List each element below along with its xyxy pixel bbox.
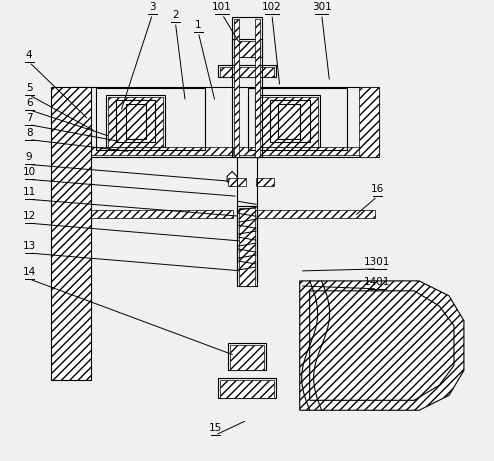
Text: 7: 7 [26, 112, 33, 123]
Polygon shape [51, 87, 91, 380]
Bar [234, 41, 260, 57]
Bar [228, 178, 246, 186]
Bar [237, 210, 375, 218]
Bar [235, 87, 379, 157]
Bar [255, 19, 260, 157]
Text: 15: 15 [208, 423, 222, 433]
Bar [106, 95, 165, 147]
Bar [125, 104, 146, 139]
Text: 1: 1 [195, 20, 202, 30]
Text: 4: 4 [26, 50, 33, 60]
Text: 16: 16 [370, 184, 384, 195]
Bar [278, 104, 300, 139]
Bar [71, 87, 235, 157]
Bar [218, 65, 276, 77]
Text: 12: 12 [22, 211, 36, 221]
Bar [237, 206, 257, 286]
Polygon shape [227, 171, 237, 186]
Bar [220, 67, 274, 77]
Bar [71, 87, 91, 157]
Bar [255, 95, 320, 147]
Bar [228, 343, 266, 371]
Bar [257, 97, 318, 147]
Text: 11: 11 [22, 187, 36, 197]
Bar [73, 147, 233, 154]
Bar [73, 210, 233, 218]
Bar [360, 87, 379, 157]
Bar [232, 39, 262, 57]
Text: 8: 8 [26, 128, 33, 138]
Text: 101: 101 [212, 2, 232, 12]
Polygon shape [300, 281, 464, 410]
Bar [248, 88, 347, 149]
Text: 1401: 1401 [364, 277, 391, 287]
Bar [256, 178, 274, 186]
Text: 13: 13 [22, 241, 36, 251]
Bar [239, 208, 255, 286]
Text: 10: 10 [23, 167, 36, 177]
Bar [237, 147, 375, 154]
Text: 9: 9 [26, 153, 33, 162]
Bar [220, 380, 274, 398]
Text: 2: 2 [172, 10, 179, 20]
Text: 102: 102 [262, 2, 282, 12]
Text: 301: 301 [312, 2, 331, 12]
Text: 1301: 1301 [364, 257, 391, 267]
Bar [270, 100, 310, 142]
Text: 6: 6 [26, 98, 33, 108]
Text: 3: 3 [149, 2, 156, 12]
Bar [218, 378, 276, 398]
Text: 14: 14 [22, 267, 36, 277]
Bar [232, 17, 262, 157]
Bar [116, 100, 156, 142]
Bar [108, 97, 164, 147]
Bar [230, 344, 264, 371]
Bar [234, 19, 239, 157]
Text: 5: 5 [26, 83, 33, 93]
Bar [96, 88, 205, 149]
